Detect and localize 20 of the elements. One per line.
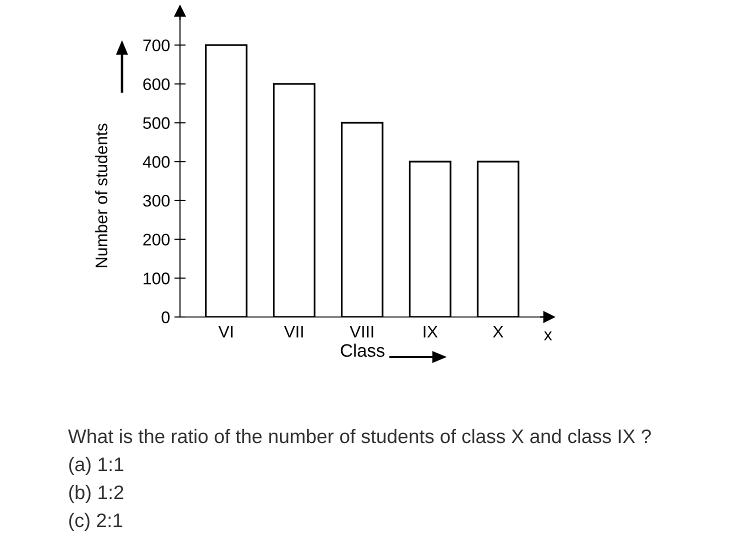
y-tick-label: 700 (143, 39, 170, 52)
x-tick-label: VIII (350, 326, 374, 338)
y-tick-label: 300 (143, 194, 170, 207)
y-tick-label: 500 (143, 117, 170, 129)
text: What is the ratio of the number of students of class X and class IX ? (68, 428, 651, 444)
text: (a) 1:1 (69, 456, 124, 476)
x-tick-label: IX (424, 326, 438, 338)
y-tick-label: 400 (142, 156, 170, 168)
y-tick-label: 100 (144, 272, 170, 284)
y-axis-title: Number of students (95, 124, 108, 268)
x-axis-title: Class (340, 344, 384, 357)
x-tick-label: VII (284, 326, 303, 338)
text: x (544, 332, 552, 340)
y-tick-label: 0 (162, 311, 170, 324)
x-tick-label: X (492, 326, 504, 338)
y-tick-label: 600 (143, 78, 170, 90)
x-tick-label: VI (218, 326, 233, 338)
y-tick-label: 200 (143, 234, 170, 246)
text: (b) 1:2 (69, 484, 124, 504)
text: (c) 2:1 (69, 512, 122, 532)
